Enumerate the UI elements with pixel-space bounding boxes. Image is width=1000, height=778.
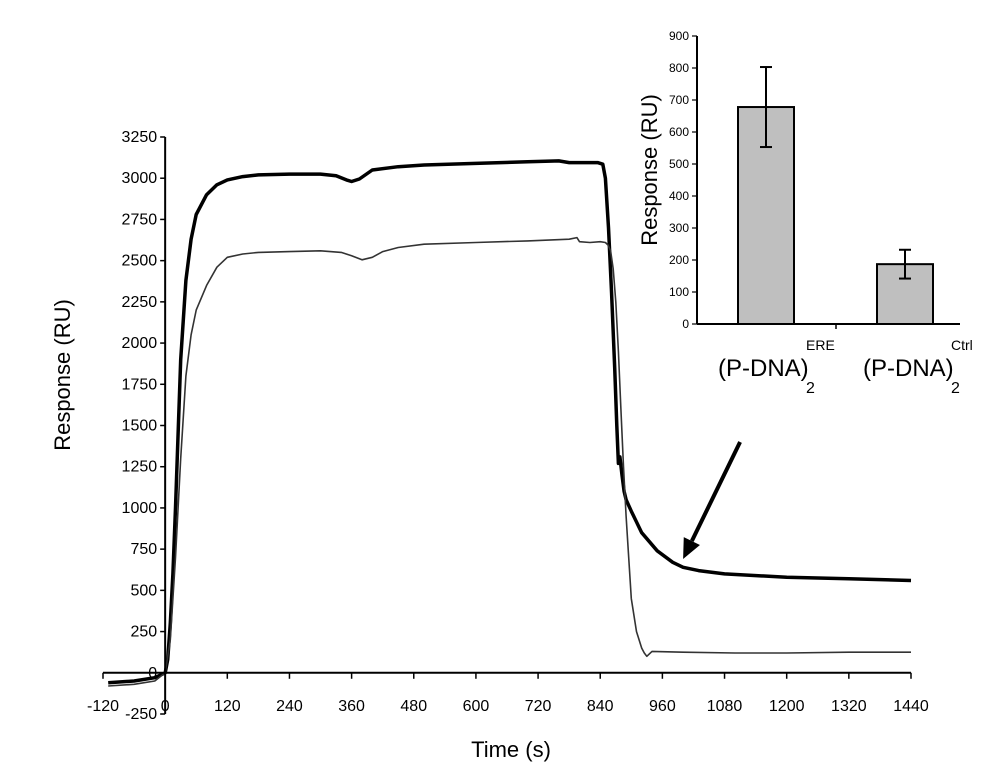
main-y-tick-label: -250 <box>125 706 157 723</box>
main-y-tick-label: 250 <box>130 624 157 641</box>
inset-category-superscript: ERE <box>806 337 835 353</box>
main-y-tick-label: 500 <box>130 582 157 599</box>
inset-y-tick-label: 400 <box>669 189 689 203</box>
main-y-tick-label: 3000 <box>122 170 158 187</box>
inset-bars <box>737 66 934 326</box>
inset-y-tick-label: 500 <box>669 157 689 171</box>
main-x-tick-label: 480 <box>400 698 427 715</box>
inset-y-tick-label: 300 <box>669 221 689 235</box>
main-y-ticks: -250 0 250 500 750 1000 1250 1500 1750 2000 2250 25… <box>122 129 166 723</box>
main-x-tick-label: 120 <box>214 698 241 715</box>
main-y-tick-label: 1750 <box>122 376 158 393</box>
inset-y-tick-label: 700 <box>669 93 689 107</box>
main-y-tick-label: 2250 <box>122 294 158 311</box>
main-x-tick-label: 960 <box>649 698 676 715</box>
main-y-tick-label: 2000 <box>122 335 158 352</box>
main-x-tick-label: 1320 <box>831 698 867 715</box>
main-lines <box>108 159 912 687</box>
main-y-tick-label: 3250 <box>122 129 158 146</box>
inset-category-main: (P-DNA) <box>863 355 954 382</box>
main-x-tick-label: 720 <box>525 698 552 715</box>
main-y-tick-label: 750 <box>130 541 157 558</box>
main-y-tick-label: 2750 <box>122 211 158 228</box>
main-x-tick-label: 1080 <box>707 698 743 715</box>
inset-category-label: (P-DNA)2 Ctrl <box>863 337 973 397</box>
main-x-tick-label: 360 <box>338 698 365 715</box>
inset-y-tick-label: 900 <box>669 29 689 43</box>
inset-category-label: (P-DNA)2 ERE <box>718 337 835 397</box>
main-x-axis-title: Time (s) <box>471 737 551 762</box>
main-y-axis-title: Response (RU) <box>50 299 75 451</box>
inset-category-main: (P-DNA) <box>718 355 809 382</box>
inset-y-tick-label: 100 <box>669 285 689 299</box>
inset-y-tick-label: 0 <box>682 317 689 331</box>
main-x-tick-label: 1440 <box>893 698 929 715</box>
inset-y-ticks: 0 100 200 300 400 500 600 700 800 900 <box>669 29 837 331</box>
main-x-tick-label: 0 <box>161 698 170 715</box>
series-line-ere <box>108 159 912 685</box>
main-x-ticks: -120 0 120 240 360 480 600 720 840 960 1080 1200 132… <box>87 672 929 715</box>
main-y-tick-label: 1000 <box>122 500 158 517</box>
arrow-head-icon <box>683 537 700 560</box>
inset-y-tick-label: 200 <box>669 253 689 267</box>
main-x-tick-label: -120 <box>87 698 119 715</box>
main-annotation <box>683 441 742 560</box>
main-chart: -250025050075010001250150017502000225025… <box>50 129 929 762</box>
main-x-tick-label: 240 <box>276 698 303 715</box>
inset-category-superscript: Ctrl <box>951 337 973 353</box>
inset-category-subscript: 2 <box>806 380 815 397</box>
arrow-shaft <box>690 441 742 542</box>
main-x-tick-label: 840 <box>587 698 614 715</box>
series-line-ctrl <box>108 236 911 687</box>
inset-y-axis-title: Response (RU) <box>637 94 662 246</box>
main-y-tick-label: 0 <box>148 665 157 682</box>
main-y-tick-label: 1250 <box>122 459 158 476</box>
main-x-tick-label: 600 <box>463 698 490 715</box>
main-y-tick-label: 1500 <box>122 418 158 435</box>
inset-y-tick-label: 800 <box>669 61 689 75</box>
inset-category-subscript: 2 <box>951 380 960 397</box>
inset-y-tick-label: 600 <box>669 125 689 139</box>
main-y-tick-label: 2500 <box>122 253 158 270</box>
main-x-tick-label: 1200 <box>769 698 805 715</box>
inset-chart: 0 100 200 300 400 500 600 700 800 900 Response (R… <box>637 29 973 397</box>
